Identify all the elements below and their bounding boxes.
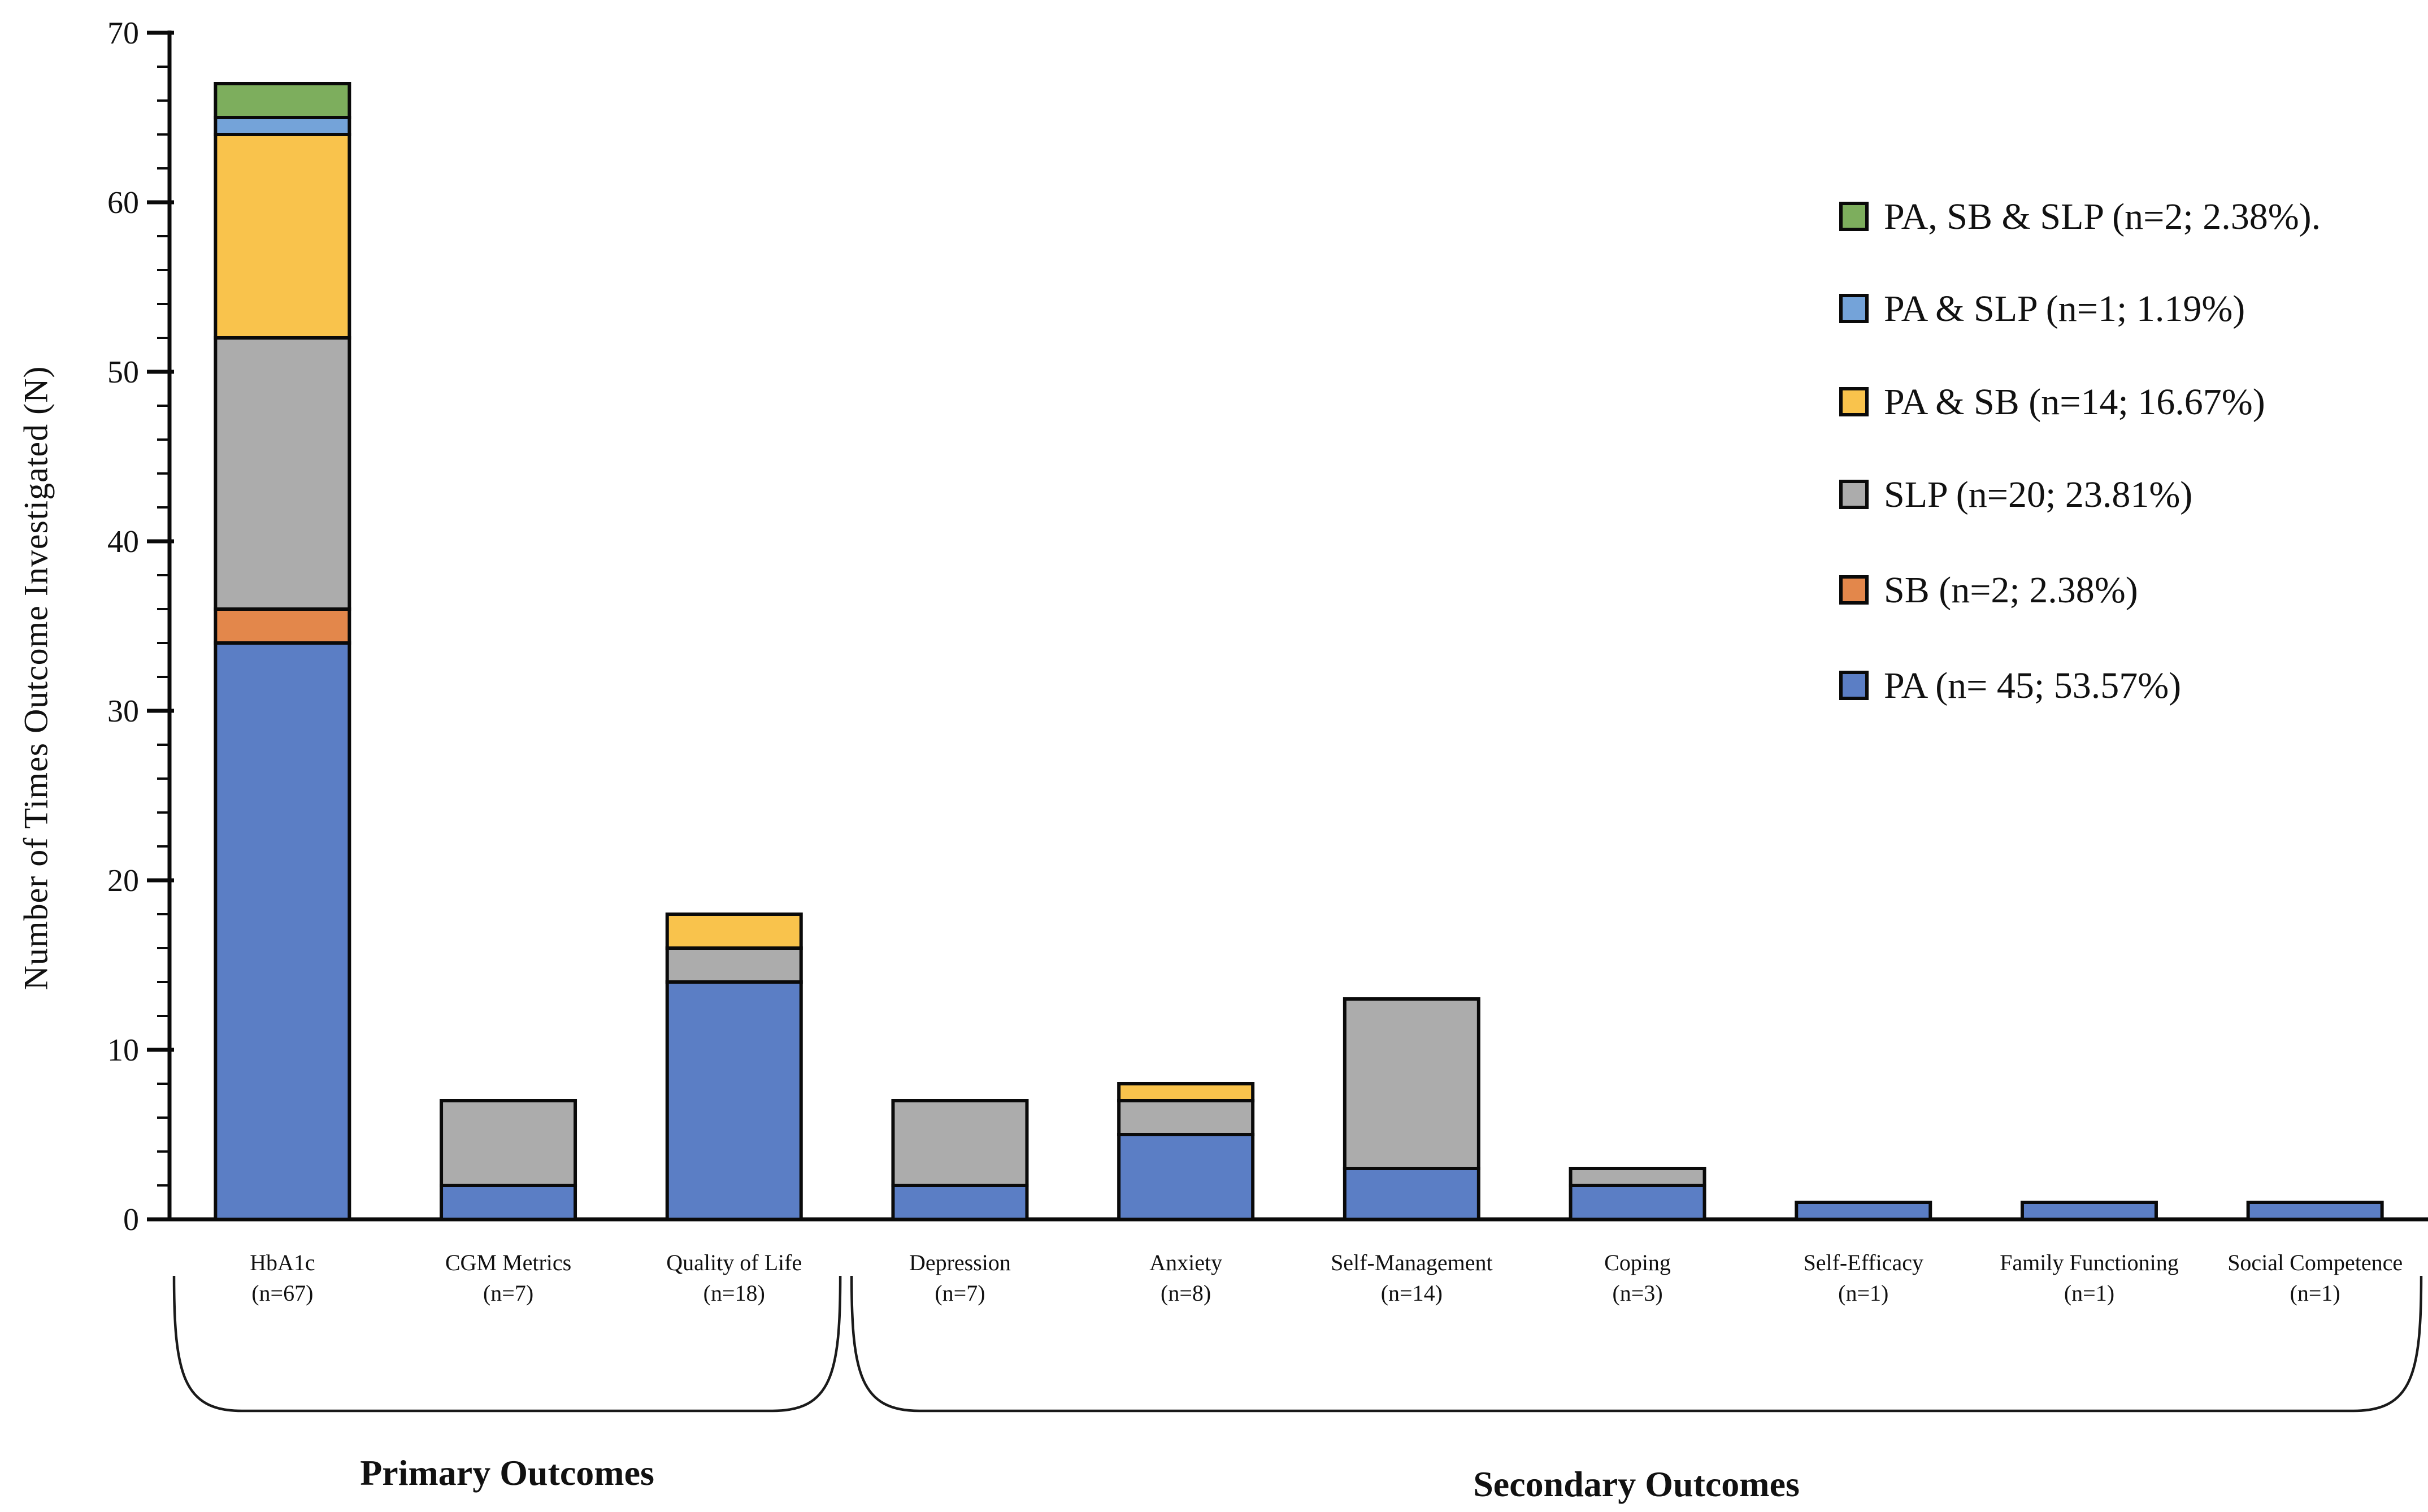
y-tick-label: 10 [107,1033,139,1068]
y-tick-label: 60 [107,185,139,220]
bar-segment-pa [2246,1201,2384,1221]
legend-swatch [1839,294,1869,323]
category-label: Self-Management [1331,1250,1493,1275]
legend-swatch [1839,387,1869,416]
group-label: Primary Outcomes [360,1453,654,1493]
bar-segment-pa [665,980,803,1221]
bar-segment-slp [214,336,351,611]
category-label: Anxiety [1149,1250,1222,1275]
y-tick-label: 0 [123,1202,139,1237]
bar-segment-pa [1569,1184,1706,1221]
category-sublabel: (n=8) [1161,1280,1211,1306]
bar-segment-pa [1117,1133,1255,1221]
category-label: Quality of Life [666,1250,802,1275]
legend-swatch [1839,671,1869,700]
category-label: HbA1c [250,1250,315,1275]
legend-label: SLP (n=20; 23.81%) [1884,474,2192,515]
y-tick-label: 20 [107,863,139,898]
legend-swatch [1839,202,1869,231]
category-label: Self-Efficacy [1804,1250,1923,1275]
legend-swatch [1839,575,1869,605]
bar-segment-pa_slp [214,116,351,136]
legend-label: PA, SB & SLP (n=2; 2.38%). [1884,196,2321,237]
bar-segment-pa_sb [665,913,803,950]
legend-label: PA (n= 45; 53.57%) [1884,665,2181,706]
category-label: Family Functioning [2000,1250,2179,1275]
bar-segment-pa_sb_slp [214,82,351,119]
category-sublabel: (n=67) [251,1280,313,1306]
category-label: CGM Metrics [445,1250,571,1275]
category-label: Coping [1604,1250,1671,1275]
bar-segment-slp [1343,997,1480,1170]
bar-segment-pa [440,1184,577,1221]
category-label: Social Competence [2227,1250,2403,1275]
bar-segment-slp [665,946,803,984]
bar-segment-pa [891,1184,1029,1221]
category-sublabel: (n=7) [483,1280,533,1306]
bar-segment-sb [214,607,351,645]
category-sublabel: (n=7) [935,1280,985,1306]
bar-segment-slp [440,1099,577,1187]
bar-segment-pa [1795,1201,1932,1221]
group-brace [850,1275,2423,1413]
legend-label: PA & SLP (n=1; 1.19%) [1884,288,2245,329]
bar-segment-pa [214,641,351,1221]
bar-segment-pa_sb [1117,1082,1255,1102]
y-tick-label: 40 [107,524,139,559]
bar-segment-pa_sb [214,133,351,340]
category-label: Depression [909,1250,1011,1275]
y-tick-label: 50 [107,355,139,390]
legend-swatch [1839,480,1869,509]
category-sublabel: (n=18) [703,1280,765,1306]
y-axis-title: Number of Times Outcome Investigated (N) [17,366,55,990]
category-sublabel: (n=14) [1381,1280,1443,1306]
group-brace [172,1275,842,1413]
bar-segment-pa [2020,1201,2158,1221]
legend-label: SB (n=2; 2.38%) [1884,570,2138,611]
category-sublabel: (n=3) [1612,1280,1662,1306]
bar-segment-slp [891,1099,1029,1187]
category-sublabel: (n=1) [2064,1280,2114,1306]
legend-label: PA & SB (n=14; 16.67%) [1884,381,2265,423]
y-tick-label: 30 [107,694,139,729]
y-tick-label: 70 [107,16,139,51]
bar-segment-slp [1117,1099,1255,1136]
bar-segment-pa [1343,1167,1480,1221]
group-label: Secondary Outcomes [1473,1464,1800,1504]
bar-segment-slp [1569,1167,1706,1187]
category-sublabel: (n=1) [1838,1280,1888,1306]
category-sublabel: (n=1) [2290,1280,2340,1306]
